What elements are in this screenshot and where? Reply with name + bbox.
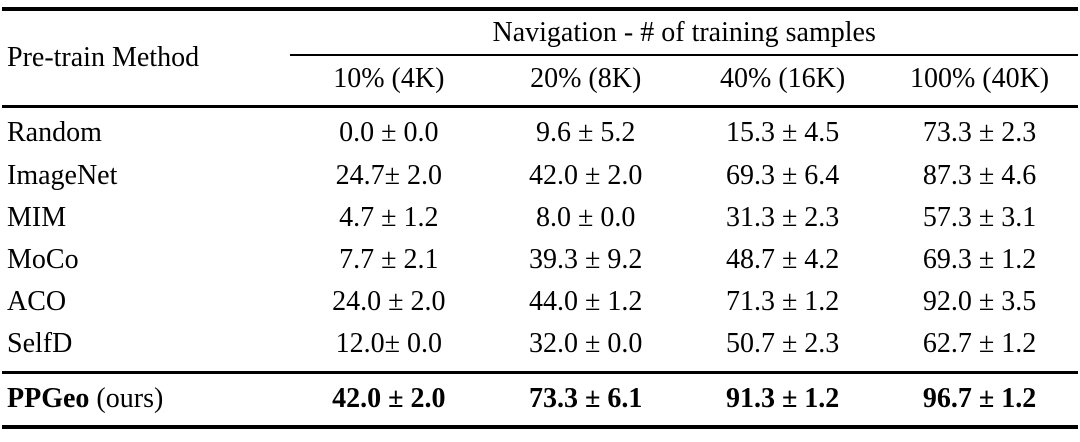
method-cell: MIM [7, 201, 67, 233]
value-cell: 44.0 ± 1.2 [529, 286, 643, 318]
table-row-random: Random 0.0 ± 0.0 9.6 ± 5.2 15.3 ± 4.5 73… [2, 107, 1078, 155]
value-cell: 69.3 ± 1.2 [922, 243, 1037, 275]
table-row-ppgeo-highlight: PPGeo (ours) 42.0 ± 2.0 73.3 ± 6.1 91.3 … [2, 370, 1078, 427]
value-cell: 48.7 ± 4.2 [725, 243, 840, 275]
table-row-moco: MoCo 7.7 ± 2.1 39.3 ± 9.2 48.7 ± 4.2 69.… [2, 239, 1078, 281]
value-cell: 71.3 ± 1.2 [725, 286, 840, 318]
value-cell: 42.0 ± 2.0 [529, 159, 643, 191]
value-cell: 73.3 ± 6.1 [487, 370, 685, 427]
table-row-imagenet: ImageNet 24.7± 2.0 42.0 ± 2.0 69.3 ± 6.4… [2, 155, 1078, 197]
method-cell: Random [7, 117, 102, 149]
value-cell: 4.7 ± 1.2 [339, 201, 439, 233]
column-header-100pct: 100% (40K) [881, 55, 1078, 109]
value-cell: 91.3 ± 1.2 [684, 370, 882, 427]
value-cell: 92.0 ± 3.5 [922, 286, 1037, 318]
column-header-40pct: 40% (16K) [684, 55, 882, 109]
value-cell: 24.7± 2.0 [335, 159, 442, 191]
value-cell: 96.7 ± 1.2 [881, 370, 1078, 427]
value-cell: 32.0 ± 0.0 [529, 328, 643, 360]
value-cell: 87.3 ± 4.6 [922, 159, 1037, 191]
method-cell: ImageNet [7, 159, 118, 191]
highlight-method-suffix: (ours) [89, 382, 164, 414]
method-cell: PPGeo (ours) [2, 370, 291, 427]
value-cell: 8.0 ± 0.0 [536, 201, 636, 233]
column-header-row: 10% (4K) 20% (8K) 40% (16K) 100% (40K) [2, 55, 1078, 109]
method-cell: MoCo [7, 243, 79, 275]
value-cell: 31.3 ± 2.3 [725, 201, 840, 233]
value-cell: 9.6 ± 5.2 [536, 117, 636, 149]
value-cell: 73.3 ± 2.3 [922, 117, 1037, 149]
results-table: Pre-train Method Navigation - # of train… [2, 7, 1078, 429]
value-cell: 62.7 ± 1.2 [922, 328, 1037, 360]
value-cell: 24.0 ± 2.0 [332, 286, 446, 318]
method-cell: SelfD [7, 328, 73, 360]
value-cell: 57.3 ± 3.1 [922, 201, 1037, 233]
value-cell: 15.3 ± 4.5 [725, 117, 840, 149]
method-cell: ACO [7, 286, 67, 318]
value-cell: 39.3 ± 9.2 [529, 243, 643, 275]
group-header-row: Pre-train Method Navigation - # of train… [2, 9, 1078, 109]
method-column-header: Pre-train Method [2, 9, 291, 109]
value-cell: 12.0± 0.0 [335, 328, 442, 360]
table-row-selfd: SelfD 12.0± 0.0 32.0 ± 0.0 50.7 ± 2.3 62… [2, 323, 1078, 372]
table-row-mim: MIM 4.7 ± 1.2 8.0 ± 0.0 31.3 ± 2.3 57.3 … [2, 197, 1078, 239]
column-header-10pct: 10% (4K) [290, 55, 488, 109]
group-column-header: Navigation - # of training samples [290, 9, 1078, 57]
highlight-method-name: PPGeo [7, 382, 90, 414]
value-cell: 50.7 ± 2.3 [725, 328, 840, 360]
value-cell: 69.3 ± 6.4 [725, 159, 840, 191]
value-cell: 0.0 ± 0.0 [339, 117, 439, 149]
column-header-20pct: 20% (8K) [487, 55, 685, 109]
table-row-aco: ACO 24.0 ± 2.0 44.0 ± 1.2 71.3 ± 1.2 92.… [2, 281, 1078, 323]
value-cell: 7.7 ± 2.1 [339, 243, 439, 275]
value-cell: 42.0 ± 2.0 [290, 370, 488, 427]
